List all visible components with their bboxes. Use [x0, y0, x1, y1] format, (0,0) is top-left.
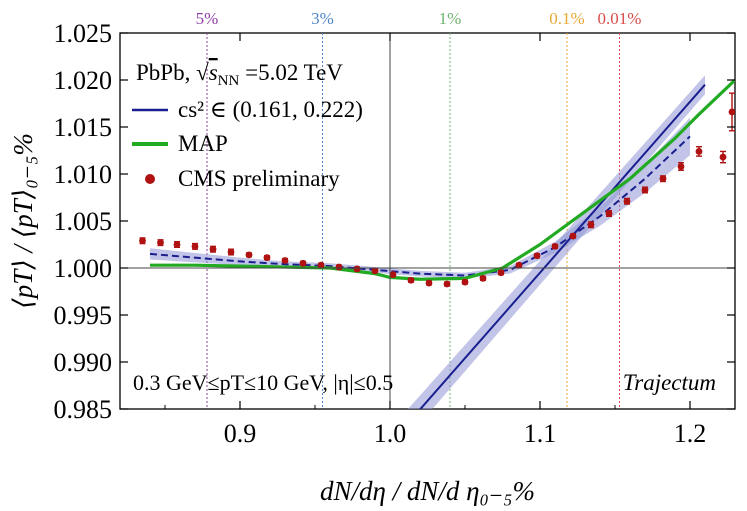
- data-point-1: [157, 239, 164, 247]
- centrality-label-0: 5%: [196, 9, 219, 28]
- plot-frame: [119, 32, 736, 410]
- data-point-30: [677, 163, 685, 170]
- y-tick-label-4: 1.005: [54, 207, 113, 236]
- reference-lines: [120, 33, 735, 409]
- data-point-0: [139, 237, 146, 245]
- y-tick-label-2: 0.995: [54, 301, 113, 330]
- data-point-32: [719, 153, 727, 161]
- legend: cs² ∈ (0.161, 0.222) MAP CMS preliminary: [132, 97, 363, 191]
- centrality-label-4: 0.01%: [598, 9, 642, 28]
- data-point-22: [533, 252, 541, 260]
- legend-label-1: MAP: [178, 131, 228, 156]
- y-tick-label-5: 1.010: [54, 160, 113, 189]
- data-point-8: [281, 257, 289, 264]
- data-point-14: [389, 271, 397, 278]
- data-point-27: [623, 197, 631, 205]
- energy-radical: √: [196, 60, 209, 85]
- series-line-1: [419, 84, 706, 409]
- data-point-5: [227, 248, 235, 256]
- system-label: PbPb, √sNN =5.02 TeV: [136, 60, 343, 89]
- series-layer: [139, 75, 735, 409]
- data-point-26: [605, 210, 613, 217]
- series-lines: [149, 78, 735, 409]
- y-axis-title: ⟨pT⟩ / ⟨pT⟩₀₋₅%: [8, 133, 38, 309]
- data-point-13: [371, 267, 379, 275]
- data-point-11: [335, 263, 343, 271]
- series-band-1: [408, 75, 705, 409]
- data-point-15: [407, 276, 415, 284]
- x-tick-label-1: 1.0: [374, 419, 407, 448]
- data-point-21: [515, 261, 523, 269]
- energy-subscript: NN: [218, 73, 240, 89]
- x-tick-label-3: 1.2: [674, 419, 707, 448]
- data-point-28: [641, 186, 649, 194]
- centrality-label-2: 1%: [439, 9, 462, 28]
- data-point-33: [728, 108, 735, 116]
- data-point-16: [425, 279, 433, 287]
- y-tick-label-8: 1.025: [54, 19, 113, 48]
- y-tick-label-0: 0.985: [54, 395, 113, 424]
- data-point-6: [245, 251, 253, 259]
- kinematic-cuts: 0.3 GeV≤pT≤10 GeV, |η|≤0.5: [133, 370, 393, 395]
- centrality-label-1: 3%: [311, 9, 334, 28]
- plot-area: [119, 32, 736, 410]
- data-point-4: [209, 245, 217, 253]
- data-point-24: [569, 232, 577, 240]
- data-point-31: [695, 148, 703, 155]
- x-tick-label-0: 0.9: [224, 419, 257, 448]
- watermark: Trajectum: [623, 370, 716, 395]
- data-point-2: [173, 241, 181, 248]
- y-tick-label-3: 1.000: [54, 254, 113, 283]
- x-tick-label-2: 1.1: [524, 419, 557, 448]
- data-point-9: [299, 259, 307, 267]
- data-point-3: [191, 242, 199, 250]
- series-band-0: [150, 117, 690, 279]
- data-point-20: [497, 269, 505, 277]
- data-point-18: [461, 278, 469, 286]
- y-tick-label-7: 1.020: [54, 66, 113, 95]
- y-tick-label-1: 0.990: [54, 348, 113, 377]
- data-point-17: [443, 280, 451, 288]
- legend-swatch-2: [145, 174, 155, 184]
- data-point-7: [263, 254, 271, 262]
- annotations: PbPb, √sNN =5.02 TeV 0.3 GeV≤pT≤10 GeV, |…: [133, 60, 716, 395]
- y-tick-label-6: 1.015: [54, 113, 113, 142]
- centrality-lines: 5% 3% 1% 0.1% 0.01%: [196, 9, 642, 409]
- data-point-25: [587, 221, 595, 229]
- legend-label-2: CMS preliminary: [178, 166, 340, 191]
- series-line-0: [149, 135, 691, 277]
- axes: 0.9 1.0 1.1 1.2 0.985 0.990 0.995 1.000 1.005 1.0…: [8, 19, 735, 506]
- legend-label-0: cs² ∈ (0.161, 0.222): [178, 97, 363, 122]
- energy-symbol: s: [209, 60, 218, 85]
- series-bands: [150, 75, 705, 409]
- data-point-12: [353, 265, 361, 273]
- data-point-10: [317, 261, 325, 269]
- data-point-23: [551, 242, 559, 250]
- data-points: [139, 92, 735, 288]
- data-point-29: [659, 175, 667, 183]
- centrality-label-3: 0.1%: [549, 9, 584, 28]
- system-name: PbPb,: [136, 60, 196, 85]
- data-point-19: [479, 274, 487, 282]
- x-axis-title: dN/dη / dN/d η₀₋₅%: [320, 476, 535, 506]
- energy-value: =5.02 TeV: [239, 60, 343, 85]
- series-line-2: [150, 78, 735, 281]
